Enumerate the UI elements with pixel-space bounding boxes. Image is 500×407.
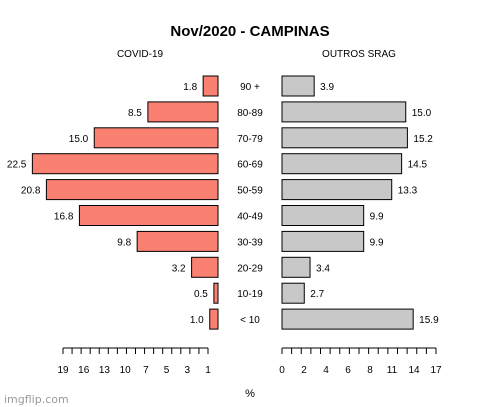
- covid-series-name: COVID-19: [117, 49, 164, 60]
- covid-axis-tick-label: 10: [120, 365, 132, 376]
- age-group-label: 30-39: [237, 237, 263, 248]
- outros-axis-tick-label: 14: [408, 365, 420, 376]
- covid-bar: [147, 101, 219, 123]
- age-group-label: 70-79: [237, 134, 263, 145]
- covid-axis-tick-label: 1: [205, 365, 211, 376]
- x-axis-label: %: [245, 388, 255, 400]
- outros-bar-value: 15.0: [412, 108, 432, 119]
- covid-bar-value: 16.8: [54, 212, 74, 223]
- covid-axis-tick-label: 3: [185, 365, 191, 376]
- age-group-label: 40-49: [237, 212, 263, 223]
- outros-bar: [281, 282, 305, 304]
- outros-axis-tick-label: 2: [301, 365, 307, 376]
- age-group-label: 50-59: [237, 186, 263, 197]
- outros-series-name: OUTROS SRAG: [322, 49, 396, 60]
- outros-bar-value: 15.2: [413, 134, 433, 145]
- covid-bar: [202, 75, 219, 97]
- outros-bar: [281, 127, 408, 149]
- covid-bar-value: 9.8: [117, 237, 131, 248]
- covid-axis-tick-label: 19: [57, 365, 69, 376]
- age-group-label: 20-29: [237, 263, 263, 274]
- covid-bar: [136, 230, 219, 252]
- outros-bar: [281, 256, 311, 278]
- covid-bar: [45, 179, 219, 201]
- outros-axis-tick-label: 17: [430, 365, 442, 376]
- covid-bar-value: 1.8: [183, 82, 197, 93]
- outros-axis-tick-label: 6: [345, 365, 351, 376]
- outros-bar-value: 2.7: [310, 289, 324, 300]
- outros-axis-tick-label: 4: [323, 365, 329, 376]
- watermark: imgflip.com: [4, 393, 69, 406]
- chart-title: Nov/2020 - CAMPINAS: [170, 23, 329, 40]
- covid-bar-value: 0.5: [194, 289, 208, 300]
- covid-axis-tick-label: 16: [78, 365, 90, 376]
- covid-axis-tick-label: 5: [164, 365, 170, 376]
- covid-bar-value: 8.5: [128, 108, 142, 119]
- covid-bar: [191, 256, 219, 278]
- outros-bar-value: 9.9: [370, 237, 384, 248]
- covid-bar-value: 1.0: [190, 315, 204, 326]
- outros-bar: [281, 308, 414, 330]
- outros-bar: [281, 75, 315, 97]
- covid-bar-value: 20.8: [21, 186, 41, 197]
- covid-bar: [213, 282, 219, 304]
- age-group-labels: 90 + 80-89 70-79 60-69 50-59 40-49 30-39 20-29 1…: [237, 82, 263, 326]
- covid-axis-tick-label: 7: [143, 365, 149, 376]
- outros-bar-value: 13.3: [398, 186, 418, 197]
- outros-bar-value: 14.5: [408, 160, 428, 171]
- outros-axis-tick-label: 11: [387, 365, 398, 376]
- covid-axis: 19 16 13 10 7 5 3 1: [57, 347, 211, 376]
- outros-axis-tick-label: 0: [279, 365, 285, 376]
- outros-bar: [281, 153, 403, 175]
- covid-bar-value: 22.5: [7, 160, 27, 171]
- outros-bar: [281, 101, 407, 123]
- outros-bar: [281, 205, 365, 226]
- covid-bars: 1.8 8.5 15.0 22.5 20.8 16.8 9.8 3.2 0.5 1.0: [7, 75, 219, 330]
- covid-bar-value: 15.0: [69, 134, 89, 145]
- age-group-label: 60-69: [237, 160, 263, 171]
- covid-bar-value: 3.2: [172, 263, 186, 274]
- outros-axis: 0 2 4 6 8 11 14 17: [279, 347, 442, 376]
- outros-bar-value: 3.9: [320, 82, 334, 93]
- age-group-label: 80-89: [237, 108, 263, 119]
- covid-bar: [93, 127, 219, 149]
- outros-bars: 3.9 15.0 15.2 14.5 13.3 9.9 9.9 3.4 2.7 15.9: [281, 75, 439, 330]
- age-group-label: 90 +: [240, 82, 260, 93]
- covid-bar: [31, 153, 219, 175]
- age-group-label: < 10: [240, 315, 260, 326]
- outros-axis-tick-label: 8: [367, 365, 373, 376]
- covid-bar: [78, 205, 219, 226]
- age-group-label: 10-19: [237, 289, 263, 300]
- outros-bar-value: 15.9: [419, 315, 439, 326]
- outros-bar-value: 9.9: [370, 212, 384, 223]
- outros-bar: [281, 230, 365, 252]
- covid-bar: [209, 308, 219, 330]
- outros-bar-value: 3.4: [316, 263, 330, 274]
- outros-bar: [281, 179, 393, 201]
- covid-axis-tick-label: 13: [99, 365, 111, 376]
